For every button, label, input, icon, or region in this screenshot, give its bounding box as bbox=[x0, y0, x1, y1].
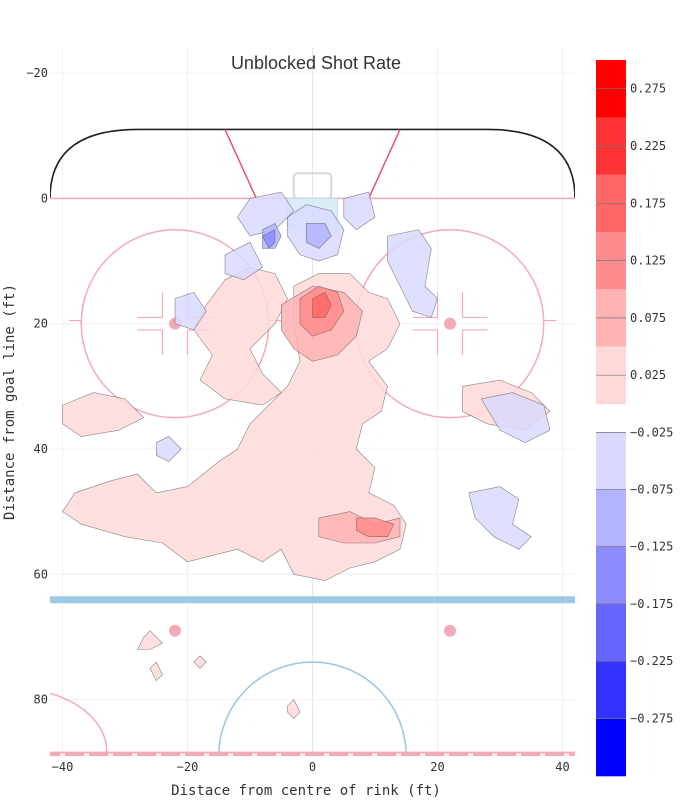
end-boards bbox=[50, 128, 575, 199]
blue-line bbox=[50, 596, 575, 604]
negative-contour-region bbox=[224, 241, 263, 281]
y-tick-label: 60 bbox=[34, 567, 48, 581]
negative-colorbar-band bbox=[596, 661, 626, 719]
negative-colorbar-label: −0.125 bbox=[630, 540, 673, 554]
x-tick-label: −40 bbox=[52, 760, 74, 774]
negative-contour-region bbox=[387, 229, 438, 318]
colorbars: 0.275 0.225 0.175 0.125 0.075 0.025 −0.025 −0.0… bbox=[596, 60, 673, 777]
centre-line-dash bbox=[372, 753, 377, 756]
chart-title: Unblocked Shot Rate bbox=[231, 53, 401, 73]
centre-line-dash bbox=[348, 753, 353, 756]
positive-contour-region bbox=[193, 266, 288, 406]
negative-contour-region bbox=[480, 392, 551, 444]
faceoff-dot bbox=[444, 317, 456, 330]
centre-line-dash bbox=[60, 753, 65, 756]
centre-line-dash bbox=[276, 753, 281, 756]
positive-contour-region bbox=[149, 661, 163, 682]
negative-colorbar-label: −0.025 bbox=[630, 426, 673, 440]
positive-contour-region bbox=[62, 392, 145, 437]
negative-colorbar-band bbox=[596, 718, 626, 777]
centre-line-dash bbox=[300, 753, 305, 756]
centre-line-dash bbox=[516, 753, 521, 756]
centre-line-dash bbox=[156, 753, 161, 756]
positive-contour-region bbox=[312, 291, 332, 318]
y-tick-label: −20 bbox=[26, 66, 48, 80]
centre-red-line bbox=[50, 751, 575, 756]
centre-line-dash bbox=[564, 753, 569, 756]
centre-line-dash bbox=[492, 753, 497, 756]
centre-line-dash bbox=[204, 753, 209, 756]
negative-colorbar-label: −0.175 bbox=[630, 597, 673, 611]
trapezoid-left bbox=[224, 129, 257, 199]
positive-colorbar-label: 0.125 bbox=[630, 254, 666, 268]
positive-colorbar-label: 0.275 bbox=[630, 82, 666, 96]
trapezoid-right bbox=[368, 129, 401, 199]
y-tick-label: 80 bbox=[34, 693, 48, 707]
positive-contour-region bbox=[355, 517, 395, 538]
axes: −40 −20 0 20 40 −20 0 20 40 60 80 bbox=[26, 66, 569, 774]
y-tick-label: 40 bbox=[34, 442, 48, 456]
y-tick-label: 20 bbox=[34, 317, 48, 331]
negative-colorbar-band bbox=[596, 546, 626, 605]
centre-line-dash bbox=[132, 753, 137, 756]
positive-colorbar-label: 0.175 bbox=[630, 196, 666, 210]
centre-line-dash bbox=[324, 753, 329, 756]
centre-line-dash bbox=[444, 753, 449, 756]
centre-line-dash bbox=[228, 753, 233, 756]
x-tick-label: 40 bbox=[555, 760, 569, 774]
centre-line-dash bbox=[84, 753, 89, 756]
positive-colorbar-label: 0.075 bbox=[630, 311, 666, 325]
negative-colorbar-label: −0.275 bbox=[630, 712, 673, 726]
negative-contour-region bbox=[343, 191, 376, 231]
x-tick-label: 20 bbox=[430, 760, 444, 774]
x-tick-label: 0 bbox=[309, 760, 316, 774]
centre-line-dash bbox=[540, 753, 545, 756]
centre-line-dash bbox=[252, 753, 257, 756]
negative-contour-region bbox=[174, 292, 207, 331]
negative-contour-region bbox=[468, 486, 532, 550]
negative-contour-region bbox=[262, 229, 276, 250]
centre-line-dash bbox=[468, 753, 473, 756]
negative-colorbar-band bbox=[596, 603, 626, 662]
positive-contour-region bbox=[137, 630, 164, 650]
centre-circle bbox=[217, 661, 408, 756]
negative-colorbar-label: −0.075 bbox=[630, 482, 673, 496]
negative-contour-region bbox=[156, 436, 182, 462]
centre-line-dash bbox=[420, 753, 425, 756]
centre-line-dash bbox=[180, 753, 185, 756]
centre-line-dash bbox=[108, 753, 113, 756]
x-tick-label: −20 bbox=[177, 760, 199, 774]
centre-line-dash bbox=[396, 753, 401, 756]
negative-colorbar-band bbox=[596, 432, 626, 490]
neutral-zone-dot bbox=[444, 624, 456, 637]
negative-contour-region bbox=[305, 223, 332, 249]
positive-contour-region bbox=[193, 655, 207, 669]
y-axis-title: Distance from goal line (ft) bbox=[2, 284, 18, 520]
positive-colorbar-label: 0.225 bbox=[630, 139, 666, 153]
contour-regions bbox=[62, 191, 551, 719]
negative-colorbar-band bbox=[596, 489, 626, 548]
y-tick-label: 0 bbox=[41, 191, 48, 205]
neutral-zone-dot bbox=[169, 624, 181, 637]
neutral-circle-partial bbox=[50, 692, 108, 756]
positive-colorbar-label: 0.025 bbox=[630, 368, 666, 382]
positive-contour-region bbox=[287, 699, 301, 719]
x-axis-title: Distace from centre of rink (ft) bbox=[171, 783, 441, 799]
negative-colorbar-label: −0.225 bbox=[630, 654, 673, 668]
